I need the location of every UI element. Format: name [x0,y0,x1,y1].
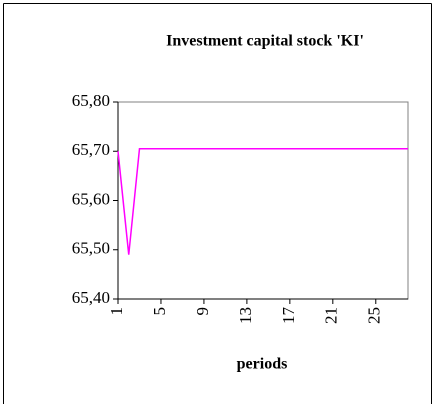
x-tick-label: 25 [365,307,384,324]
line-series [117,148,408,255]
x-tick-label: 21 [322,307,341,324]
x-tick-label: 13 [236,307,255,324]
x-tick-label: 9 [193,307,212,316]
y-tick-label: 65,60 [72,189,110,208]
x-tick-label: 17 [279,307,298,325]
y-tick-label: 65,80 [72,91,110,110]
y-tick-label: 65,70 [72,140,110,159]
y-tick-label: 65,50 [72,239,110,258]
x-tick-label: 5 [150,307,169,316]
x-tick-label: 1 [107,307,126,316]
plot-area [117,101,409,300]
chart-title: Investment capital stock 'KI' [166,33,364,50]
y-tick-label: 65,40 [72,288,110,307]
x-axis-label: periods [237,356,288,373]
